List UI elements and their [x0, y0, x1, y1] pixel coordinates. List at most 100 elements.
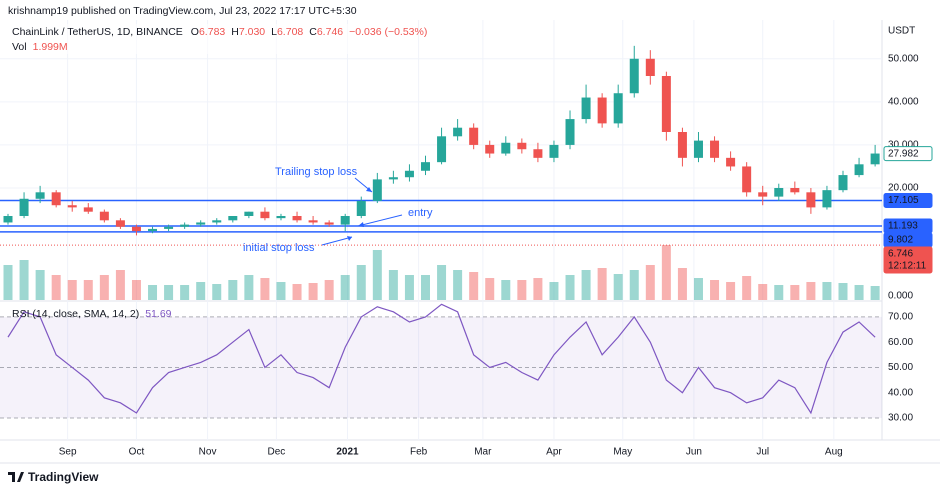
candle-body — [501, 142, 511, 154]
y-tick-label: 20.000 — [888, 183, 919, 194]
field-key: L — [271, 26, 277, 38]
candle-body — [533, 149, 543, 158]
volume-bar — [710, 280, 720, 300]
candle-body — [485, 144, 495, 154]
volume-tick-label: 0.000 — [888, 291, 913, 302]
candle-body — [324, 222, 334, 225]
candle-body — [437, 136, 447, 163]
volume-bar — [115, 270, 125, 300]
change: −0.036 (−0.53%) — [349, 26, 427, 38]
volume-bar — [629, 270, 639, 300]
rsi-tick-label: 50.00 — [888, 362, 913, 373]
candle-body — [67, 205, 77, 208]
price-label-box — [883, 146, 933, 162]
volume-bar — [421, 275, 431, 300]
volume-bar — [340, 275, 350, 300]
volume-bar — [453, 270, 463, 300]
volume-bar — [645, 265, 655, 300]
x-tick-label: 2021 — [336, 447, 359, 458]
volume-bar — [372, 250, 382, 300]
symbol: ChainLink / TetherUS, 1D, BINANCE — [12, 26, 183, 38]
candle-body — [244, 211, 254, 216]
candle-body — [35, 192, 45, 199]
candle-body — [613, 93, 623, 124]
volume-bar — [742, 276, 752, 300]
volume-bar — [99, 275, 109, 300]
candle-body — [581, 97, 591, 120]
candle-body — [549, 144, 559, 158]
volume-bar — [180, 285, 190, 300]
candle-body — [372, 179, 382, 201]
candle-body — [356, 200, 366, 216]
volume-legend: Vol 1.999M — [12, 41, 68, 53]
x-tick-label: Aug — [825, 447, 843, 458]
rsi-tick-label: 40.00 — [888, 387, 913, 398]
candle-body — [404, 170, 414, 178]
unit-label: USDT — [888, 26, 915, 37]
logo-icon — [8, 472, 24, 482]
volume-bar — [437, 265, 447, 300]
price-label: 27.982 — [888, 148, 919, 159]
field-key: O — [191, 26, 199, 38]
candle-body — [693, 140, 703, 158]
annotation: entry — [408, 207, 433, 219]
volume-bar — [148, 285, 158, 300]
arrow-head — [358, 222, 364, 227]
candle-body — [565, 119, 575, 145]
volume-bar — [774, 285, 784, 300]
annotation: initial stop loss — [243, 242, 315, 254]
arrow-head — [366, 187, 372, 192]
x-tick-label: Mar — [474, 447, 492, 458]
volume-bar — [292, 284, 302, 300]
candle-body — [677, 132, 687, 158]
rsi-tick-label: 70.00 — [888, 312, 913, 323]
legend-bg — [8, 24, 368, 54]
candle-body — [148, 228, 158, 232]
publish-info: krishnamp19 published on TradingView.com… — [8, 5, 357, 17]
rsi-value: 51.69 — [145, 308, 171, 320]
countdown: 12:12:11 — [888, 261, 927, 272]
volume-bar — [308, 283, 318, 300]
field-key: C — [309, 26, 317, 38]
candle-body — [19, 198, 29, 216]
candle-body — [164, 226, 174, 229]
rsi-tick-label: 30.00 — [888, 413, 913, 424]
candle-body — [517, 142, 527, 150]
volume-bar — [790, 285, 800, 300]
x-tick-label: Jul — [756, 447, 769, 458]
volume-bar — [517, 280, 527, 300]
rsi-title: RSI (14, close, SMA, 14, 2) — [12, 308, 139, 320]
annotations: Trailing stop loss entry initial stop lo… — [243, 166, 433, 254]
candle-body — [180, 224, 190, 227]
volume-bar — [613, 274, 623, 300]
x-tick-label: Sep — [59, 447, 77, 458]
volume-bar — [485, 278, 495, 300]
volume-bar — [228, 280, 238, 300]
candle-body — [774, 188, 784, 197]
price-label: 11.193 — [888, 221, 918, 232]
candle-body — [661, 76, 671, 132]
y-tick-label: 40.000 — [888, 96, 919, 107]
candle-body — [453, 127, 463, 137]
volume-bar — [196, 282, 206, 300]
volume-bar — [870, 286, 880, 300]
volume-key: Vol — [12, 41, 27, 53]
volume-bar — [677, 268, 687, 300]
candle-body — [83, 207, 93, 212]
field-key: H — [231, 26, 239, 38]
candle-body — [822, 190, 832, 208]
x-tick-label: Dec — [267, 447, 285, 458]
candle-body — [131, 226, 141, 232]
volume-bar — [83, 280, 93, 300]
grid: Sep Oct Nov Dec 2021 Feb Mar Apr May Jun Jul Aug 20.… — [0, 20, 919, 458]
price-label-box — [883, 246, 933, 274]
volume-bar — [388, 270, 398, 300]
candle-body — [292, 216, 302, 221]
candle-body — [212, 220, 222, 223]
annotation: Trailing stop loss — [275, 166, 358, 178]
volume-bar — [661, 245, 671, 300]
volume-bar — [212, 284, 222, 300]
candle-body — [629, 58, 639, 94]
arrow — [321, 236, 353, 246]
